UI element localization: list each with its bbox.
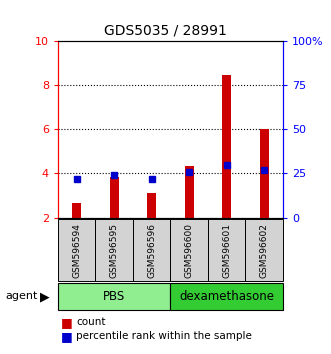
Bar	[147, 193, 156, 218]
Text: ▶: ▶	[40, 290, 49, 303]
Bar	[170, 219, 208, 281]
Bar	[208, 219, 246, 281]
Text: agent: agent	[5, 291, 37, 302]
Text: GSM596601: GSM596601	[222, 223, 231, 278]
Bar	[184, 166, 194, 218]
Text: dexamethasone: dexamethasone	[179, 290, 274, 303]
Bar	[222, 75, 231, 218]
Bar	[58, 219, 95, 281]
Text: GSM596595: GSM596595	[110, 223, 119, 278]
Bar	[133, 219, 170, 281]
Text: GSM596596: GSM596596	[147, 223, 156, 278]
Bar	[246, 219, 283, 281]
Bar	[58, 283, 170, 310]
Bar	[95, 219, 133, 281]
Bar	[110, 177, 119, 218]
Text: GSM596600: GSM596600	[185, 223, 194, 278]
Text: percentile rank within the sample: percentile rank within the sample	[76, 331, 252, 341]
Bar	[260, 129, 269, 218]
Text: GSM596602: GSM596602	[260, 223, 269, 278]
Text: GDS5035 / 28991: GDS5035 / 28991	[104, 23, 227, 37]
Text: PBS: PBS	[103, 290, 125, 303]
Text: ■: ■	[61, 316, 73, 329]
Bar	[72, 203, 81, 218]
Text: GSM596594: GSM596594	[72, 223, 81, 278]
Text: ■: ■	[61, 330, 73, 343]
Bar	[170, 283, 283, 310]
Text: count: count	[76, 317, 106, 327]
